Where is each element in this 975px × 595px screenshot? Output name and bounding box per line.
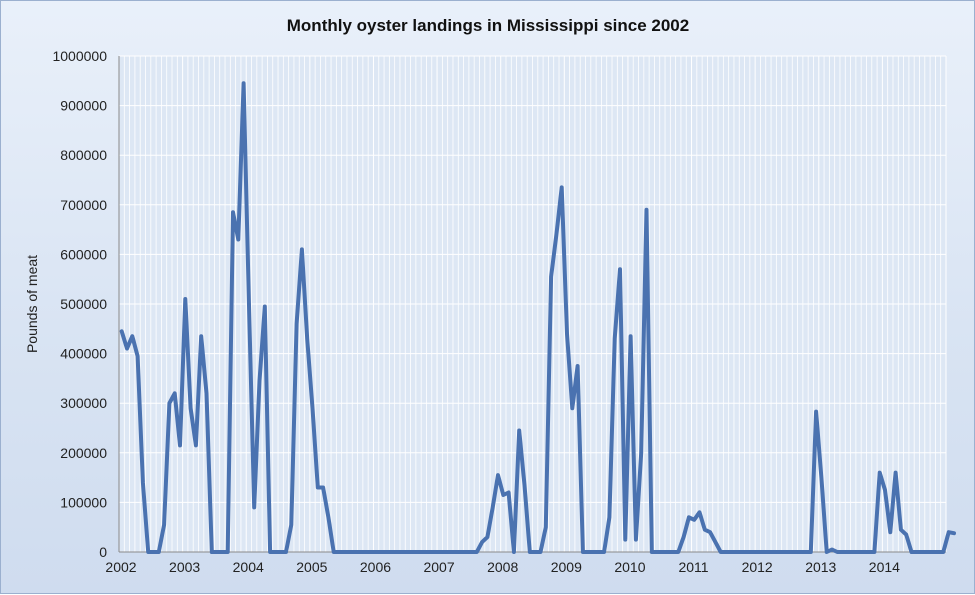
y-tick-label: 600000: [60, 246, 107, 262]
y-tick-label: 0: [99, 544, 107, 560]
grid: [118, 55, 947, 553]
chart-title: Monthly oyster landings in Mississippi s…: [287, 16, 689, 35]
y-tick-label: 400000: [60, 346, 107, 362]
x-tick-label: 2005: [296, 559, 327, 575]
x-tick-label: 2013: [805, 559, 836, 575]
series-layer: [119, 81, 956, 554]
x-tick-label: 2002: [105, 559, 136, 575]
y-tick-label: 700000: [60, 197, 107, 213]
x-tick-label: 2012: [742, 559, 773, 575]
x-tick-label: 2006: [360, 559, 391, 575]
x-tick-label: 2014: [869, 559, 900, 575]
y-tick-label: 300000: [60, 395, 107, 411]
y-tick-label: 900000: [60, 98, 107, 114]
x-tick-label: 2009: [551, 559, 582, 575]
y-tick-label: 500000: [60, 296, 107, 312]
y-tick-label: 800000: [60, 147, 107, 163]
x-tick-label: 2010: [614, 559, 645, 575]
y-tick-label: 100000: [60, 494, 107, 510]
x-tick-label: 2003: [169, 559, 200, 575]
axes: 0 100000 200000 300000 400000 500000 600000 700…: [52, 48, 946, 575]
x-tick-label: 2007: [423, 559, 454, 575]
y-tick-label: 200000: [60, 445, 107, 461]
x-tick-label: 2008: [487, 559, 518, 575]
y-tick-label: 1000000: [52, 48, 107, 64]
y-axis-label: Pounds of meat: [24, 255, 40, 353]
x-tick-label: 2004: [233, 559, 264, 575]
series-line: [119, 81, 956, 554]
x-tick-label: 2011: [678, 559, 708, 575]
